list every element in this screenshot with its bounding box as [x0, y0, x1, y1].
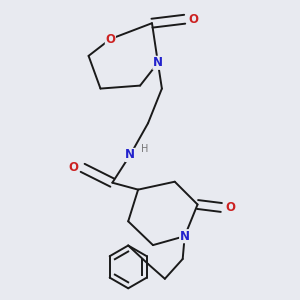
- Text: H: H: [141, 144, 149, 154]
- Text: N: N: [180, 230, 190, 243]
- Text: O: O: [189, 13, 199, 26]
- Text: O: O: [105, 32, 116, 46]
- Text: O: O: [69, 161, 79, 174]
- Text: N: N: [153, 56, 163, 69]
- Text: N: N: [125, 148, 135, 161]
- Text: O: O: [225, 201, 235, 214]
